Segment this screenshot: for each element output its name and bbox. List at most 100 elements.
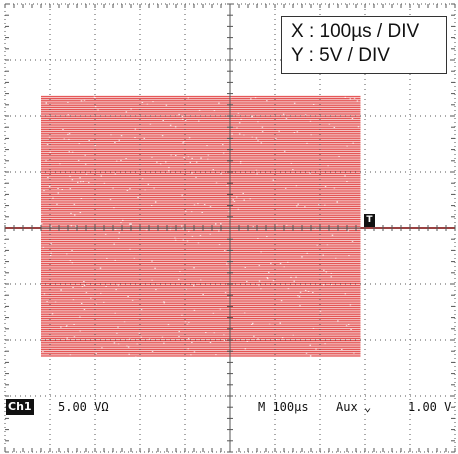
signal-speckle <box>54 301 57 303</box>
signal-speckle <box>192 285 195 287</box>
signal-speckle <box>129 223 131 225</box>
signal-speckle <box>347 324 350 326</box>
signal-speckle <box>344 96 347 98</box>
y-scale-label: Y : 5V / DIV <box>291 45 390 66</box>
signal-speckle <box>275 138 277 140</box>
signal-speckle <box>69 354 72 356</box>
signal-speckle <box>322 254 324 256</box>
signal-speckle <box>151 350 154 352</box>
signal-speckle <box>261 131 264 133</box>
signal-speckle <box>67 114 69 116</box>
signal-speckle <box>140 336 143 338</box>
signal-speckle <box>312 103 315 105</box>
signal-speckle <box>72 299 75 301</box>
trigger-slope-icon: ⌄ <box>364 400 372 414</box>
signal-speckle <box>67 101 69 103</box>
signal-speckle <box>344 175 346 177</box>
signal-speckle <box>353 97 356 99</box>
x-scale-label: X : 100µs / DIV <box>291 21 420 42</box>
signal-speckle <box>199 279 202 281</box>
signal-speckle <box>279 322 281 324</box>
signal-speckle <box>244 266 247 268</box>
signal-speckle <box>93 96 96 98</box>
signal-speckle <box>174 239 177 241</box>
signal-speckle <box>115 289 117 291</box>
signal-speckle <box>118 139 120 141</box>
signal-speckle <box>243 199 245 201</box>
signal-speckle <box>48 186 51 188</box>
signal-speckle <box>68 151 71 153</box>
signal-speckle <box>212 169 215 171</box>
signal-speckle <box>183 141 185 143</box>
signal-speckle <box>181 225 183 227</box>
signal-speckle <box>266 276 269 278</box>
volts-per-div-readout: 5.00 VΩ <box>58 400 109 414</box>
signal-speckle <box>309 120 312 122</box>
signal-speckle <box>293 280 295 282</box>
signal-speckle <box>251 322 254 324</box>
signal-speckle <box>106 257 108 259</box>
signal-speckle <box>257 338 259 340</box>
signal-speckle <box>295 185 298 187</box>
signal-speckle <box>174 237 176 239</box>
signal-speckle <box>309 172 311 174</box>
signal-speckle <box>278 130 280 132</box>
signal-speckle <box>312 327 315 329</box>
signal-speckle <box>69 188 72 190</box>
signal-speckle <box>41 223 43 225</box>
signal-speckle <box>120 159 122 161</box>
signal-speckle <box>188 137 191 139</box>
signal-speckle <box>319 310 322 312</box>
signal-speckle <box>178 336 180 338</box>
signal-speckle <box>218 230 220 232</box>
signal-speckle <box>161 135 164 137</box>
signal-speckle <box>312 291 314 293</box>
signal-speckle <box>103 182 106 184</box>
signal-speckle <box>350 329 352 331</box>
signal-speckle <box>283 150 286 152</box>
signal-speckle <box>292 334 295 336</box>
signal-speckle <box>246 280 248 282</box>
signal-speckle <box>80 198 83 200</box>
signal-speckle <box>351 118 354 120</box>
signal-speckle <box>48 136 51 138</box>
signal-speckle <box>239 160 242 162</box>
signal-speckle <box>83 99 86 101</box>
signal-speckle <box>154 201 157 203</box>
signal-speckle <box>77 159 80 161</box>
signal-speckle <box>309 344 311 346</box>
signal-speckle <box>185 288 187 290</box>
signal-speckle <box>228 268 230 270</box>
signal-speckle <box>66 325 68 327</box>
signal-speckle <box>60 326 62 328</box>
signal-speckle <box>155 289 157 291</box>
signal-speckle <box>179 271 181 273</box>
signal-speckle <box>77 181 79 183</box>
signal-speckle <box>174 126 177 128</box>
signal-speckle <box>260 142 263 144</box>
signal-speckle <box>258 284 260 286</box>
signal-speckle <box>150 205 153 207</box>
signal-speckle <box>346 181 348 183</box>
signal-speckle <box>190 211 193 213</box>
signal-speckle <box>275 224 277 226</box>
signal-speckle <box>351 240 354 242</box>
signal-speckle <box>349 98 352 100</box>
signal-speckle <box>226 263 228 265</box>
signal-speckle <box>235 196 238 198</box>
signal-speckle <box>297 203 299 205</box>
signal-speckle <box>99 292 102 294</box>
signal-speckle <box>134 128 137 130</box>
signal-speckle <box>79 212 82 214</box>
signal-speckle <box>156 161 158 163</box>
signal-speckle <box>141 178 144 180</box>
signal-speckle <box>197 120 200 122</box>
signal-speckle <box>193 351 196 353</box>
signal-speckle <box>148 338 151 340</box>
signal-speckle <box>88 139 90 141</box>
signal-speckle <box>117 284 120 286</box>
signal-speckle <box>57 188 59 190</box>
signal-speckle <box>276 224 278 226</box>
signal-speckle <box>117 343 120 345</box>
signal-speckle <box>113 207 115 209</box>
